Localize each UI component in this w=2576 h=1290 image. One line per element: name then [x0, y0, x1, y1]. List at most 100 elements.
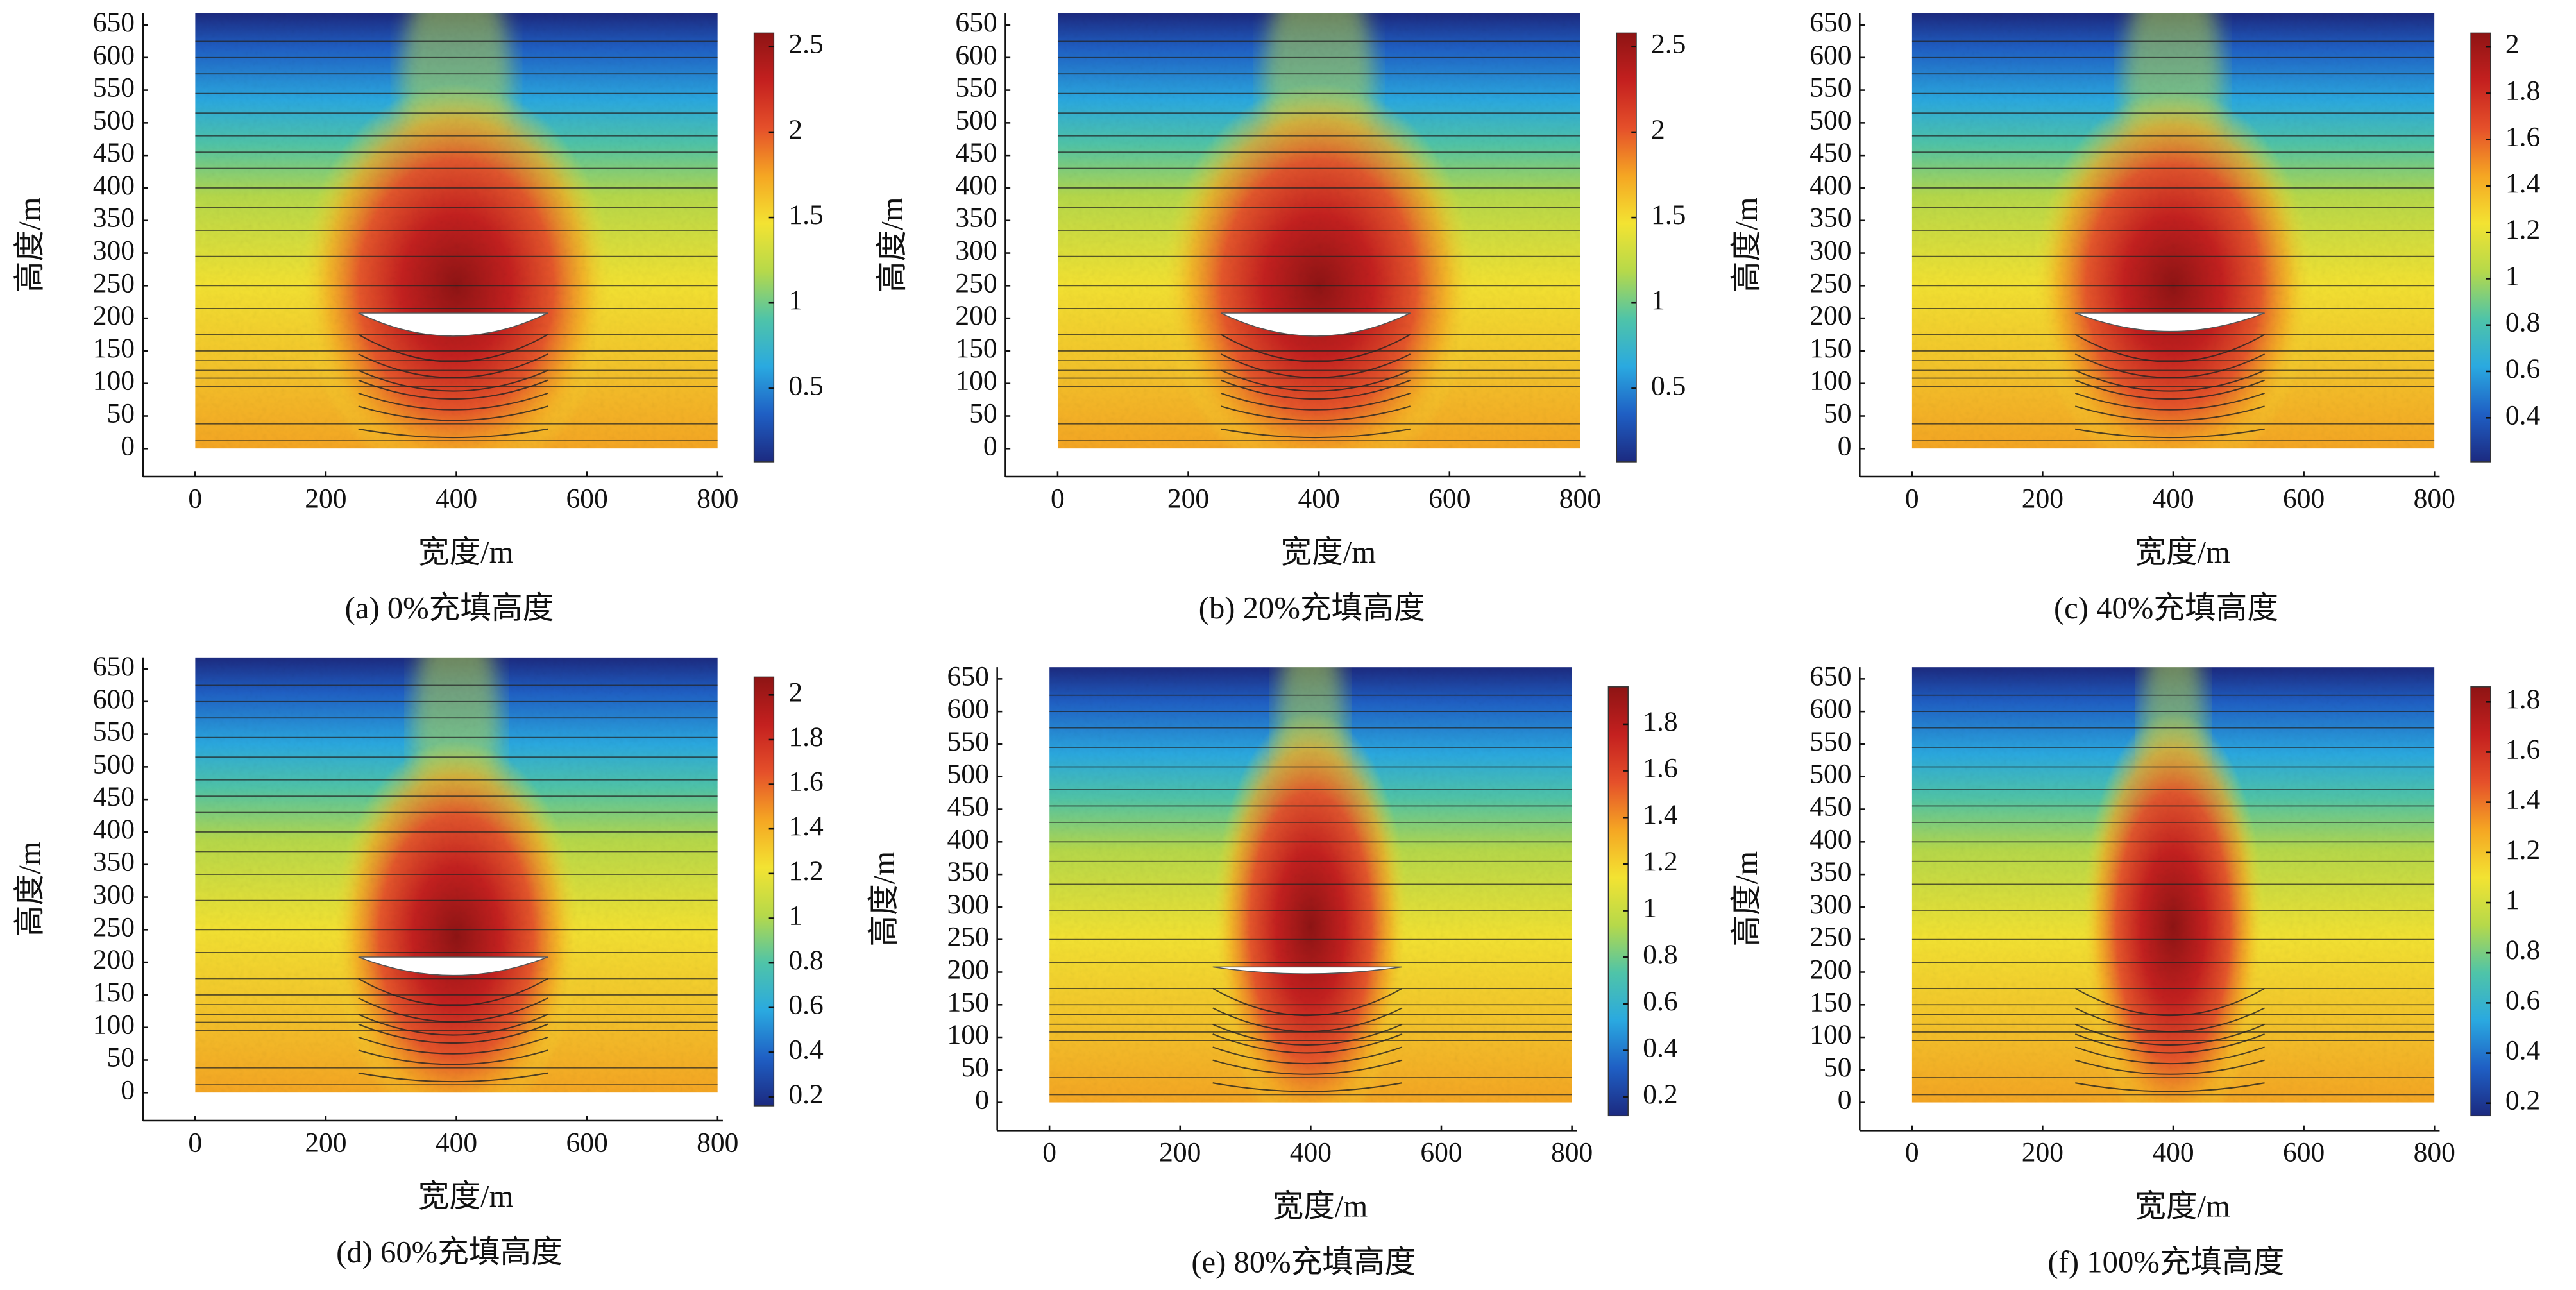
y-tick-label: 500: [93, 749, 135, 779]
subsidence-curve: [2074, 1023, 2265, 1046]
x-tick-label: 600: [2283, 1137, 2325, 1168]
goaf-opening: [1221, 312, 1411, 337]
y-tick-label: 100: [93, 1010, 135, 1040]
subsidence-curve: [358, 428, 548, 439]
colorbar-tick-label: 0.6: [1643, 986, 1677, 1017]
y-tick-label: 250: [1809, 922, 1851, 953]
y-tick-label: 300: [93, 235, 135, 266]
colorbar-tick-label: 0.5: [1651, 370, 1686, 401]
subsidence-curve: [358, 1049, 548, 1065]
colorbar-tick-label: 0.2: [2505, 1085, 2540, 1116]
panel: 0501001502002503003504004505005506006500…: [1729, 7, 2541, 625]
noise: [1911, 13, 2435, 449]
y-tick-label: 100: [955, 366, 997, 396]
goaf-opening: [1212, 966, 1403, 974]
colorbar-tick-label: 1.4: [2505, 785, 2541, 815]
panel: 0501001502002503003504004505005506006500…: [867, 661, 1678, 1279]
y-tick-label: 600: [955, 40, 997, 71]
heatmap-field: [1911, 667, 2435, 1103]
subsidence-curve: [358, 405, 548, 421]
y-tick-label: 150: [1809, 333, 1851, 364]
y-axis-label: 高度/m: [12, 197, 47, 293]
y-tick-label: 50: [1824, 398, 1852, 429]
subsidence-curve: [2074, 987, 2266, 1017]
subsidence-curve: [2074, 334, 2266, 362]
y-tick-label: 0: [121, 1074, 135, 1105]
colorbar-tick-label: 1.6: [2505, 734, 2540, 765]
y-tick-label: 150: [93, 333, 135, 364]
heatmap-field: [1911, 13, 2435, 449]
y-tick-label: 650: [955, 7, 997, 38]
y-tick-label: 400: [955, 170, 997, 201]
goaf-opening: [358, 312, 548, 337]
x-tick-label: 200: [2022, 1137, 2063, 1168]
y-tick-label: 400: [93, 814, 135, 845]
y-tick-label: 450: [93, 137, 135, 168]
y-axis-label: 高度/m: [867, 851, 901, 947]
panel-caption: (a) 0%充填高度: [345, 591, 554, 625]
colorbar-tick-label: 0.2: [1643, 1079, 1677, 1110]
colorbar-tick-label: 1: [2505, 260, 2520, 291]
y-tick-label: 250: [947, 922, 989, 953]
x-tick-label: 800: [1559, 483, 1601, 514]
y-tick-label: 250: [1809, 267, 1851, 298]
y-tick-label: 200: [93, 300, 135, 331]
colorbar-tick-label: 1: [1643, 893, 1657, 924]
y-tick-label: 550: [947, 726, 989, 757]
noise: [195, 13, 718, 449]
panel: 0501001502002503003504004505005506006500…: [1729, 661, 2541, 1280]
y-tick-label: 600: [1809, 40, 1851, 71]
y-tick-label: 650: [1809, 7, 1851, 38]
subsidence-curve: [358, 978, 548, 1006]
noise: [1911, 667, 2435, 1103]
y-tick-label: 150: [947, 987, 989, 1017]
y-tick-label: 650: [93, 7, 135, 38]
colorbar-tick-label: 0.6: [2505, 985, 2540, 1015]
x-axis-label: 宽度/m: [418, 1179, 514, 1214]
subsidence-curve: [358, 1014, 548, 1036]
y-tick-label: 650: [947, 661, 989, 692]
y-tick-label: 450: [93, 781, 135, 812]
colorbar-tick-label: 2: [1651, 114, 1665, 145]
y-tick-label: 450: [955, 137, 997, 168]
colorbar-tick-label: 0.5: [788, 370, 823, 401]
y-tick-label: 300: [1809, 235, 1851, 266]
subsidence-curve: [358, 1023, 548, 1044]
subsidence-curve: [2074, 1059, 2265, 1075]
heatmap-field: [195, 657, 718, 1093]
y-tick-label: 650: [1809, 661, 1851, 692]
y-tick-label: 250: [93, 912, 135, 942]
y-tick-label: 100: [1809, 366, 1851, 396]
colorbar-tick-label: 2.5: [788, 29, 823, 60]
y-axis-label: 高度/m: [1729, 197, 1764, 293]
colorbar: [753, 676, 775, 1107]
subsidence-curve: [2075, 1082, 2265, 1092]
y-tick-label: 150: [93, 977, 135, 1008]
x-tick-label: 800: [697, 483, 738, 514]
subsidence-curve: [358, 997, 548, 1023]
subsidence-curve: [1221, 369, 1411, 392]
goaf-opening: [2075, 312, 2265, 332]
y-axis-label: 高度/m: [12, 841, 47, 937]
subsidence-curve: [1220, 334, 1411, 362]
subsidence-curve: [2074, 379, 2265, 400]
x-tick-label: 0: [1905, 1137, 1919, 1168]
x-axis-label: 宽度/m: [2135, 535, 2230, 570]
y-tick-label: 350: [955, 203, 997, 233]
y-tick-label: 50: [106, 1042, 135, 1073]
subsidence-curve: [1221, 379, 1411, 400]
colorbar-tick-label: 1.6: [2505, 122, 2540, 153]
x-tick-label: 0: [1042, 1137, 1056, 1168]
subsidence-curve: [358, 353, 548, 378]
y-tick-label: 500: [93, 105, 135, 135]
x-axis-label: 宽度/m: [1273, 1189, 1368, 1223]
y-tick-label: 350: [93, 203, 135, 233]
colorbar-tick-label: 1.4: [788, 811, 824, 842]
x-axis-label: 宽度/m: [418, 535, 514, 570]
panel-caption: (f) 100%充填高度: [2048, 1245, 2285, 1280]
y-tick-label: 600: [1809, 693, 1851, 724]
x-tick-label: 200: [2022, 483, 2063, 514]
y-tick-label: 600: [93, 684, 135, 715]
colorbar-tick-label: 1.6: [788, 767, 823, 797]
